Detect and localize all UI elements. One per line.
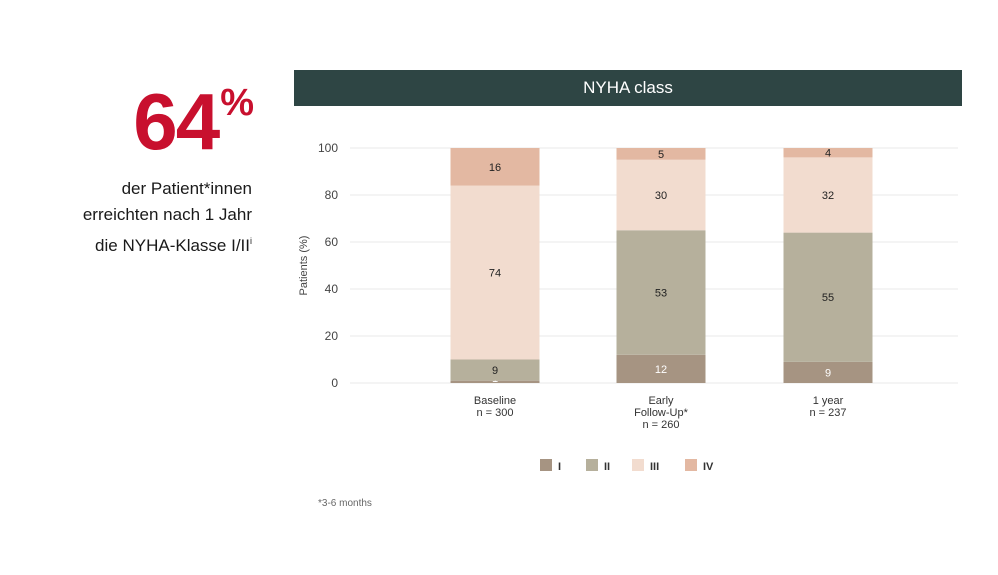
bar-value-label: 74 [489, 268, 501, 280]
bar-value-label: 5 [658, 149, 664, 161]
statistic-description: der Patient*innen erreichten nach 1 Jahr… [40, 176, 252, 259]
y-tick-label: 100 [318, 141, 338, 155]
statistic-line-2: erreichten nach 1 Jahr [82, 205, 252, 224]
statistic-line-1: der Patient*innen [121, 179, 252, 198]
bar-value-label: 55 [822, 292, 834, 304]
legend-swatch-i [540, 459, 552, 471]
x-tick-label: Baseline [474, 395, 516, 407]
bar-segment-iii [450, 185, 540, 360]
bar-segment-i [616, 354, 706, 383]
bar-segment-iv [450, 148, 540, 186]
legend-swatch-iii [632, 459, 644, 471]
bar-segment-ii [783, 232, 873, 362]
reference-superscript: i [250, 236, 252, 246]
stacked-bar-chart: Patients (%)020406080100197416Baselinen … [298, 141, 958, 473]
legend-label-i: I [558, 461, 561, 473]
y-tick-label: 0 [331, 376, 338, 390]
statistic-unit: % [220, 82, 254, 124]
bar-value-label: 9 [825, 367, 831, 379]
footnote: *3-6 months [318, 498, 372, 509]
x-tick-label: 1 year [813, 395, 844, 407]
bar-value-label: 30 [655, 190, 667, 202]
legend-swatch-iv [685, 459, 697, 471]
y-tick-label: 80 [325, 188, 339, 202]
x-tick-label: n = 300 [476, 407, 513, 419]
bar-value-label: 53 [655, 288, 667, 300]
x-tick-label: Follow-Up* [634, 407, 689, 419]
bar-segment-iv [783, 148, 873, 158]
bar-value-label: 32 [822, 190, 834, 202]
chart-title: NYHA class [583, 78, 673, 97]
x-tick-label: n = 260 [642, 419, 679, 431]
bar-value-label: 9 [492, 365, 498, 377]
bar-segment-ii [450, 359, 540, 381]
y-axis-label: Patients (%) [298, 236, 310, 296]
legend-label-iii: III [650, 461, 659, 473]
statistic-value: 64% [133, 77, 254, 166]
bar-value-label: 16 [489, 162, 501, 174]
key-statistic: 64% der Patient*innen erreichten nach 1 … [40, 77, 254, 259]
bar-segment-iii [783, 157, 873, 233]
bar-segment-i [783, 361, 873, 383]
bar-value-label: 12 [655, 364, 667, 376]
statistic-line-3: die NYHA-Klasse I/II [95, 236, 250, 255]
legend-label-ii: II [604, 461, 610, 473]
legend-label-iv: IV [703, 461, 714, 473]
bar-segment-iv [616, 148, 706, 160]
x-tick-label: n = 237 [809, 407, 846, 419]
statistic-number: 64 [133, 77, 220, 166]
bar-segment-iii [616, 159, 706, 231]
bar-segment-i [450, 380, 540, 383]
chart-title-bar: NYHA class [294, 70, 962, 106]
y-tick-label: 40 [325, 282, 339, 296]
legend-swatch-ii [586, 459, 598, 471]
x-tick-label: Early [648, 395, 674, 407]
y-tick-label: 20 [325, 329, 339, 343]
bar-segment-ii [616, 230, 706, 355]
bar-value-label: 4 [825, 147, 831, 159]
y-tick-label: 60 [325, 235, 339, 249]
